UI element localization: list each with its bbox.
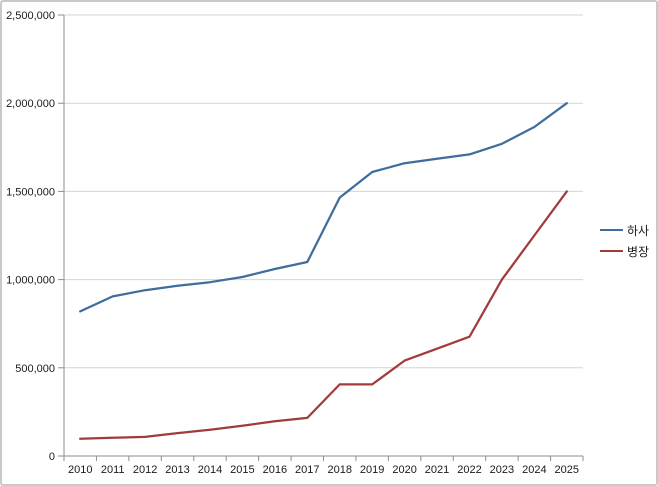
series-line-1 — [79, 190, 568, 440]
x-axis-label: 2021 — [425, 464, 449, 476]
x-axis-label: 2016 — [263, 464, 287, 476]
y-axis-label: 500,000 — [15, 363, 55, 375]
x-axis-label: 2012 — [133, 464, 157, 476]
x-axis-label: 2014 — [198, 464, 222, 476]
x-axis-label: 2022 — [457, 464, 481, 476]
x-axis-label: 2018 — [327, 464, 351, 476]
x-axis-label: 2019 — [360, 464, 384, 476]
legend-label-hasa: 하사 — [627, 223, 650, 238]
y-axis-label: 2,000,000 — [6, 98, 55, 110]
x-axis-label: 2020 — [392, 464, 416, 476]
x-axis-label: 2025 — [555, 464, 579, 476]
x-axis-label: 2013 — [165, 464, 189, 476]
y-axis-label: 0 — [49, 451, 55, 463]
x-axis-label: 2015 — [230, 464, 254, 476]
legend-item-hasa[interactable]: 하사 — [600, 223, 650, 238]
y-axis-label: 2,500,000 — [6, 10, 55, 22]
legend: 하사 병장 — [600, 223, 650, 259]
y-axis-label: 1,500,000 — [6, 186, 55, 198]
legend-line-swatch-hasa — [600, 229, 623, 231]
x-axis-label: 2010 — [68, 464, 92, 476]
series-line-0 — [79, 102, 568, 313]
x-axis-label: 2017 — [295, 464, 319, 476]
legend-line-swatch-byeongjang — [600, 250, 623, 252]
x-axis-label: 2011 — [101, 464, 125, 476]
y-axis-label: 1,000,000 — [6, 275, 55, 287]
legend-item-byeongjang[interactable]: 병장 — [600, 244, 650, 259]
x-axis-label: 2024 — [522, 464, 546, 476]
x-axis-label: 2023 — [490, 464, 514, 476]
legend-label-byeongjang: 병장 — [627, 244, 650, 259]
